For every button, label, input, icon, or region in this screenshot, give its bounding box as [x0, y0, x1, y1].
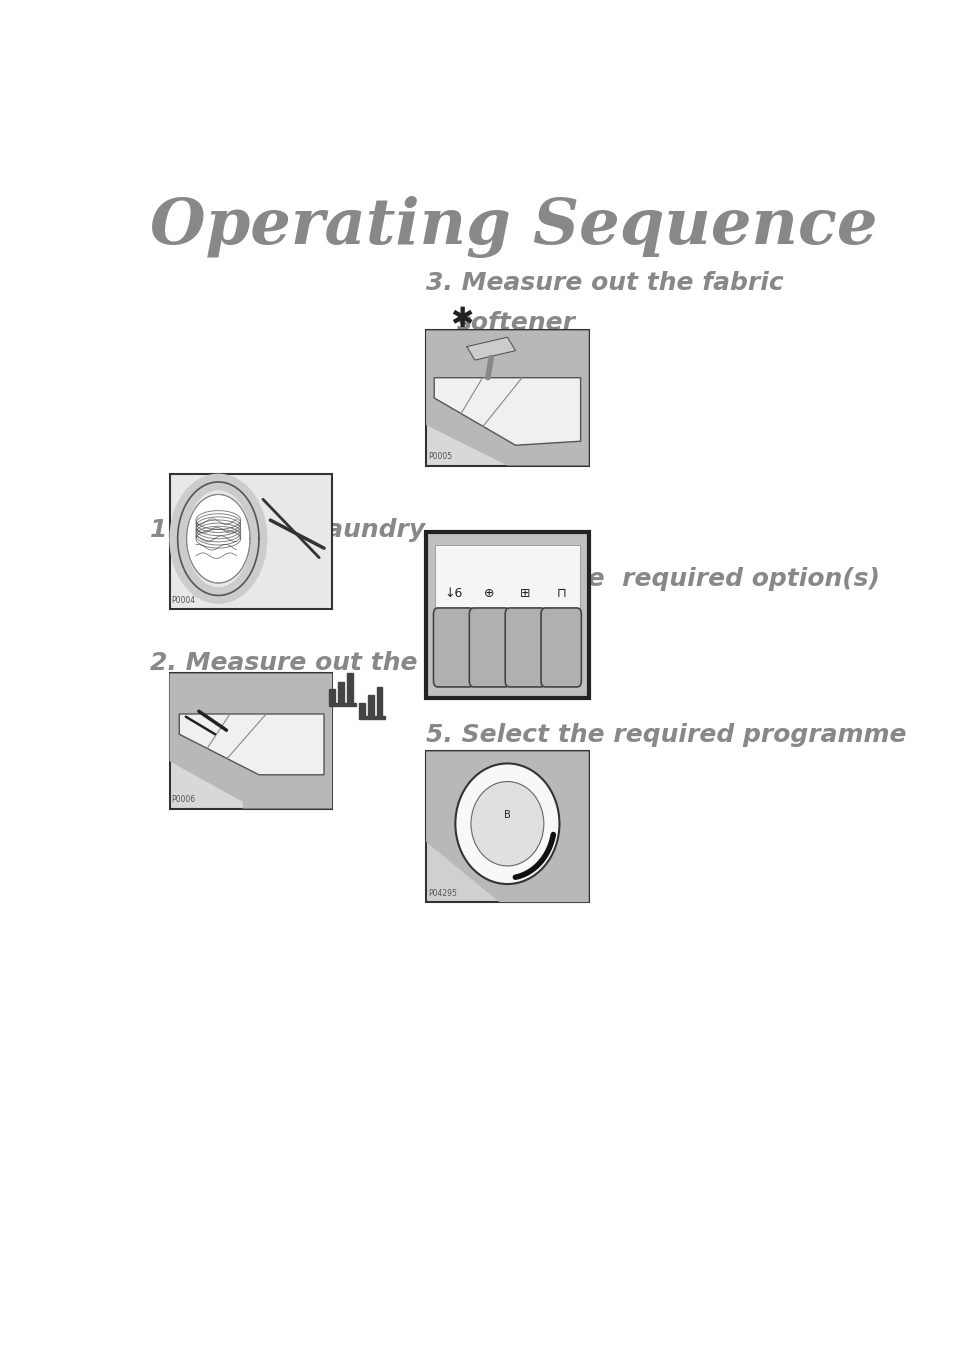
- Ellipse shape: [471, 782, 543, 865]
- Text: P0006: P0006: [172, 795, 195, 805]
- Bar: [329, 702, 355, 706]
- FancyBboxPatch shape: [505, 608, 545, 687]
- Text: 3. Measure out the fabric: 3. Measure out the fabric: [426, 271, 783, 296]
- FancyBboxPatch shape: [426, 331, 588, 466]
- Text: ✱: ✱: [449, 305, 473, 333]
- Text: 4. Select the  required option(s): 4. Select the required option(s): [426, 567, 879, 591]
- Bar: [358, 702, 364, 716]
- Text: ⊞: ⊞: [519, 587, 530, 599]
- Polygon shape: [426, 752, 588, 902]
- FancyBboxPatch shape: [170, 474, 332, 609]
- Text: ⊕: ⊕: [484, 587, 495, 599]
- Text: 5. Select the required programme: 5. Select the required programme: [426, 724, 905, 748]
- FancyBboxPatch shape: [170, 674, 332, 809]
- Polygon shape: [434, 378, 580, 446]
- Bar: [376, 687, 382, 716]
- Polygon shape: [426, 331, 588, 466]
- Bar: [347, 674, 353, 702]
- Bar: [329, 688, 335, 702]
- Text: P04295: P04295: [428, 888, 456, 898]
- Text: softener: softener: [456, 310, 576, 335]
- FancyBboxPatch shape: [433, 608, 474, 687]
- Text: 1. Load the laundry: 1. Load the laundry: [151, 517, 425, 541]
- Text: ⊓: ⊓: [556, 587, 565, 599]
- Text: P0004: P0004: [172, 595, 195, 605]
- FancyBboxPatch shape: [426, 532, 588, 698]
- FancyBboxPatch shape: [469, 608, 509, 687]
- Text: P0005: P0005: [428, 452, 452, 462]
- Bar: [358, 716, 385, 720]
- FancyBboxPatch shape: [426, 752, 588, 902]
- Text: B: B: [503, 810, 510, 819]
- Polygon shape: [170, 674, 332, 809]
- Bar: [337, 682, 344, 702]
- Text: ↓6: ↓6: [444, 587, 462, 599]
- FancyBboxPatch shape: [540, 608, 580, 687]
- Ellipse shape: [455, 764, 558, 884]
- FancyBboxPatch shape: [435, 544, 579, 686]
- Polygon shape: [466, 338, 515, 360]
- Text: 2. Measure out the detergent: 2. Measure out the detergent: [151, 651, 567, 675]
- Text: Operating Sequence: Operating Sequence: [151, 196, 877, 258]
- Ellipse shape: [187, 494, 250, 583]
- Bar: [367, 695, 374, 716]
- Polygon shape: [179, 714, 324, 775]
